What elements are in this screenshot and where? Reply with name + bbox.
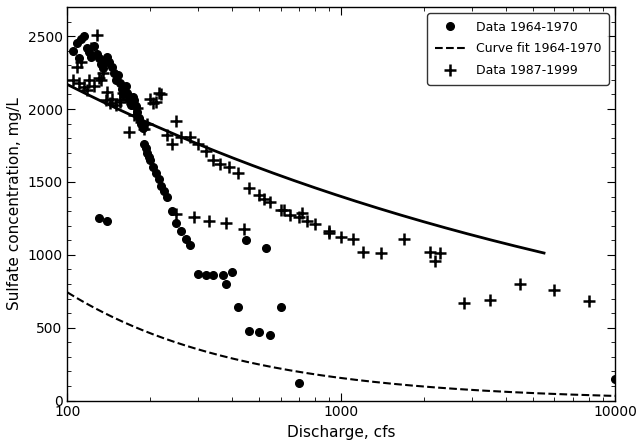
Data 1964-1970 [80,34,88,39]
Curve fit 1964-1970 [462,387,469,392]
Curve fit 1964-1970 [242,359,250,364]
Data 1987-1999 [486,297,494,303]
Data 1964-1970 [85,50,93,55]
Line: Data 1987-1999: Data 1987-1999 [68,29,594,308]
Data 1987-1999 [106,101,114,106]
Data 1987-1999 [104,89,111,94]
Data 1987-1999 [460,300,468,306]
Data 1987-1999 [437,251,444,256]
Y-axis label: Sulfate concentration, mg/L: Sulfate concentration, mg/L [7,97,22,310]
Data 1964-1970 [611,376,619,381]
Data 1964-1970 [202,273,210,278]
Curve fit 1964-1970 [129,324,137,329]
Data 1987-1999 [70,77,77,83]
Line: Data 1964-1970: Data 1964-1970 [70,32,619,387]
Legend: Data 1964-1970, Curve fit 1964-1970, Data 1987-1999: Data 1964-1970, Curve fit 1964-1970, Dat… [427,13,609,84]
Data 1964-1970 [93,51,100,56]
Data 1964-1970 [135,115,143,120]
X-axis label: Discharge, cfs: Discharge, cfs [287,425,395,440]
Curve fit 1964-1970 [459,387,467,392]
Data 1964-1970 [70,48,77,53]
Data 1964-1970 [104,219,111,224]
Data 1987-1999 [401,236,408,241]
Data 1964-1970 [295,380,303,386]
Curve fit 1964-1970 [408,383,416,388]
Data 1987-1999 [286,213,294,218]
Curve fit 1964-1970 [64,290,71,295]
Curve fit 1964-1970 [611,393,619,399]
Curve fit 1964-1970 [281,367,289,372]
Data 1987-1999 [173,118,180,123]
Data 1964-1970 [130,97,138,103]
Line: Curve fit 1964-1970: Curve fit 1964-1970 [68,292,615,396]
Data 1987-1999 [93,32,100,38]
